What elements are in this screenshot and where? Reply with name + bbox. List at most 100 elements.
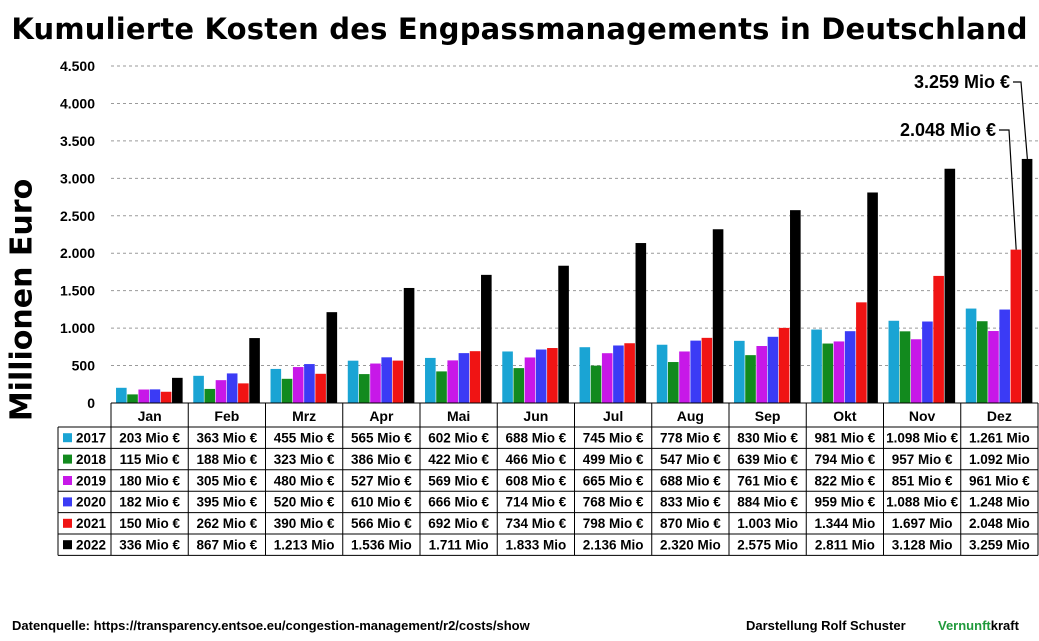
legend-swatch-2021 — [63, 518, 72, 528]
legend-label-2019: 2019 — [76, 473, 106, 488]
table-cell-2020-Jan: 182 Mio € — [119, 495, 180, 510]
table-cell-2018-Jun: 466 Mio € — [505, 452, 566, 467]
bar-2022-Feb — [249, 338, 260, 403]
table-cell-2018-Mai: 422 Mio € — [428, 452, 489, 467]
bar-2022-Okt — [867, 192, 878, 403]
bar-2020-Okt — [844, 331, 856, 403]
bar-2019-Jan — [138, 389, 150, 403]
bar-2021-Feb — [238, 383, 249, 403]
table-cell-2021-Aug: 870 Mio € — [660, 516, 721, 531]
table-cell-2019-Okt: 822 Mio € — [814, 473, 875, 488]
legend-label-2020: 2020 — [76, 495, 106, 510]
table-cell-2021-Nov: 1.697 Mio — [892, 516, 953, 531]
y-tick-label: 4.000 — [60, 95, 95, 111]
table-cell-2017-Sep: 830 Mio € — [737, 431, 798, 446]
legend-swatch-2019 — [63, 476, 72, 485]
annotation-label: 2.048 Mio € — [900, 120, 996, 140]
x-tick-label: Sep — [755, 408, 781, 424]
bar-2017-Jun — [502, 351, 513, 403]
table-cell-2021-Sep: 1.003 Mio — [737, 516, 798, 531]
table-cell-2022-Jun: 1.833 Mio — [505, 538, 566, 553]
table-cell-2022-Jul: 2.136 Mio — [583, 538, 644, 553]
bar-2019-Jul — [601, 353, 613, 403]
bar-2018-Okt — [822, 343, 834, 403]
bar-2019-Apr — [370, 363, 381, 403]
bar-2022-Mrz — [326, 312, 338, 403]
table-cell-2018-Mrz: 323 Mio € — [274, 452, 335, 467]
legend-label-2022: 2022 — [76, 538, 106, 553]
legend-swatch-2017 — [63, 433, 72, 443]
table-cell-2017-Okt: 981 Mio € — [814, 431, 875, 446]
table-cell-2017-Jan: 203 Mio € — [119, 431, 180, 446]
bar-2020-Jan — [149, 389, 161, 403]
table-cell-2017-Mai: 602 Mio € — [428, 431, 489, 446]
bar-2017-Nov — [888, 320, 900, 403]
bar-2019-Mrz — [292, 367, 304, 403]
bar-2022-Apr — [403, 287, 415, 403]
bar-2018-Jul — [590, 365, 602, 403]
table-cell-2017-Feb: 363 Mio € — [196, 431, 257, 446]
legend-label-2021: 2021 — [76, 516, 107, 531]
bar-2021-Mai — [469, 351, 481, 403]
bar-2022-Nov — [944, 168, 956, 403]
legend-swatch-2018 — [63, 454, 72, 464]
table-cell-2017-Mrz: 455 Mio € — [274, 431, 335, 446]
chart-title: Kumulierte Kosten des Engpassmanagements… — [11, 12, 1028, 46]
bar-2018-Mrz — [281, 378, 293, 403]
bar-2020-Mrz — [304, 364, 315, 403]
table-cell-2018-Sep: 639 Mio € — [737, 452, 798, 467]
annotation-leader-line — [1013, 81, 1028, 159]
table-cell-2019-Dez: 961 Mio € — [969, 473, 1030, 488]
table-cell-2019-Mai: 569 Mio € — [428, 473, 489, 488]
table-cell-2020-Mrz: 520 Mio € — [274, 495, 335, 510]
table-cell-2020-Apr: 610 Mio € — [351, 495, 412, 510]
brand-part-2: kraft — [990, 618, 1019, 633]
bar-2021-Dez — [1010, 249, 1022, 403]
bar-2017-Jan — [116, 387, 127, 403]
table-cell-2021-Jan: 150 Mio € — [119, 516, 180, 531]
table-cell-2020-Sep: 884 Mio € — [737, 495, 798, 510]
y-tick-label: 2.500 — [60, 208, 95, 224]
table-cell-2019-Aug: 688 Mio € — [660, 473, 721, 488]
bar-2019-Nov — [910, 339, 922, 403]
table-cell-2020-Nov: 1.088 Mio € — [886, 495, 959, 510]
table-cell-2018-Jan: 115 Mio € — [120, 452, 181, 467]
table-cell-2019-Apr: 527 Mio € — [351, 473, 412, 488]
brand-part-1: Vernunft — [938, 618, 991, 633]
x-tick-label: Jul — [603, 408, 623, 424]
table-cell-2019-Jul: 665 Mio € — [583, 473, 644, 488]
bar-2020-Aug — [690, 340, 701, 403]
bar-2020-Mai — [458, 353, 470, 403]
bar-2019-Aug — [679, 351, 690, 403]
table-cell-2017-Jul: 745 Mio € — [583, 431, 644, 446]
bar-2021-Apr — [392, 360, 404, 403]
y-tick-label: 1.000 — [60, 320, 95, 336]
x-tick-label: Nov — [909, 408, 936, 424]
legend-label-2018: 2018 — [76, 452, 107, 467]
table-cell-2022-Apr: 1.536 Mio — [351, 538, 412, 553]
table-cell-2020-Jun: 714 Mio € — [505, 495, 566, 510]
bar-2021-Jul — [624, 343, 635, 403]
bar-2019-Mai — [447, 360, 459, 403]
table-cell-2021-Apr: 566 Mio € — [351, 516, 412, 531]
bar-2018-Apr — [358, 374, 370, 403]
bar-2018-Aug — [667, 362, 679, 403]
bar-2021-Nov — [933, 275, 944, 403]
bar-2017-Feb — [193, 375, 204, 403]
y-tick-label: 2.000 — [60, 245, 95, 261]
bar-2021-Aug — [701, 337, 713, 403]
bar-2020-Jun — [535, 349, 547, 403]
bar-2019-Okt — [833, 341, 845, 403]
table-cell-2021-Jul: 798 Mio € — [583, 516, 644, 531]
bar-2022-Sep — [790, 210, 801, 403]
annotation-label: 3.259 Mio € — [914, 72, 1010, 92]
table-cell-2020-Okt: 959 Mio € — [814, 495, 875, 510]
y-tick-label: 3.500 — [60, 133, 95, 149]
bar-2017-Dez — [965, 308, 977, 403]
author-credit: Darstellung Rolf Schuster — [746, 618, 906, 633]
table-cell-2017-Jun: 688 Mio € — [505, 431, 566, 446]
table-cell-2017-Aug: 778 Mio € — [660, 431, 721, 446]
table-cell-2019-Jun: 608 Mio € — [505, 473, 566, 488]
legend-label-2017: 2017 — [76, 431, 106, 446]
